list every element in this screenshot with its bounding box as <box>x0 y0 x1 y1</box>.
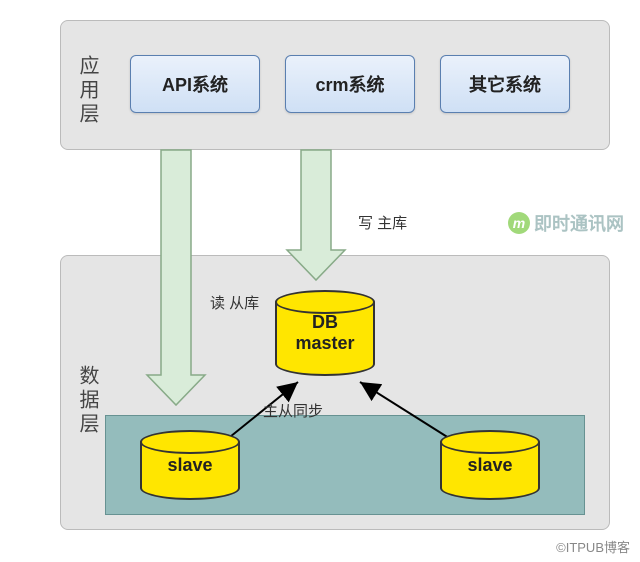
db-slave2-cylinder: slave <box>440 430 540 500</box>
label-read: 读 从库 <box>210 292 259 313</box>
app-layer-label: 应用层 <box>73 55 102 127</box>
watermark-text: 即时通讯网 <box>534 210 624 236</box>
label-write: 写 主库 <box>358 212 407 233</box>
diagram-canvas: 应用层 数据层 API系统 crm系统 其它系统 DB master slave… <box>0 0 640 562</box>
app-box-api: API系统 <box>130 55 260 113</box>
label-sync: 主从同步 <box>263 400 323 421</box>
app-box-other: 其它系统 <box>440 55 570 113</box>
db-master-cylinder: DB master <box>275 290 375 376</box>
footer-credit: ©ITPUB博客 <box>556 537 630 556</box>
db-master-label1: DB <box>312 312 338 333</box>
data-layer-label: 数据层 <box>73 365 102 437</box>
app-box-crm: crm系统 <box>285 55 415 113</box>
watermark: m 即时通讯网 <box>508 210 624 236</box>
db-slave1-label: slave <box>167 455 212 476</box>
db-master-label2: master <box>295 333 354 354</box>
db-slave1-cylinder: slave <box>140 430 240 500</box>
db-slave2-label: slave <box>467 455 512 476</box>
watermark-logo-icon: m <box>508 212 530 234</box>
